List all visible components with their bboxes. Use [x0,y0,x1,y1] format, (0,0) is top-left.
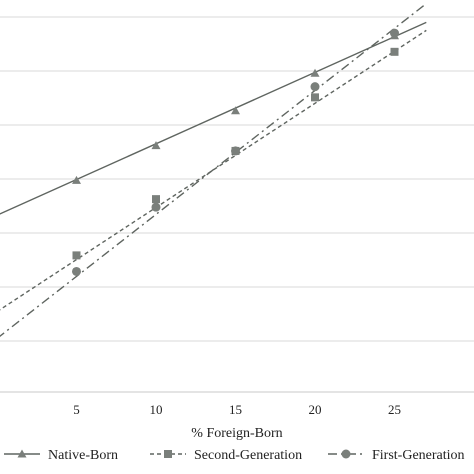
point-circle-0 [72,266,81,276]
point-square-0 [72,251,81,260]
point-square-legend [164,450,172,458]
point-circle-2 [231,146,240,156]
series-first-generation [0,3,427,337]
legend-item: First-Generation [328,448,465,463]
point-circle-1 [151,202,161,212]
x-axis-title: % Foreign-Born [191,426,282,441]
series-line [0,21,427,215]
gridlines [0,16,474,342]
legend-label: Second-Generation [194,448,302,463]
point-triangle-legend [17,449,27,458]
point-square-1 [152,195,160,204]
x-tick-label: 25 [388,402,401,417]
point-triangle-2 [231,106,240,115]
point-circle-3 [310,82,320,92]
series-line [0,29,427,311]
point-circle-4 [390,28,399,38]
legend-label: First-Generation [372,448,465,463]
x-tick-label: 15 [229,402,242,417]
legend: Native-Born Second-Generation First-Genera… [4,448,465,463]
series-line [0,3,427,337]
point-triangle-3 [310,68,320,77]
point-triangle-1 [151,141,161,150]
legend-item: Native-Born [4,448,118,463]
series-second-generation [0,29,427,311]
x-tick-label: 5 [73,402,80,417]
x-tick-label: 10 [150,402,163,417]
series-layer [0,3,427,337]
legend-item: Second-Generation [150,448,302,463]
x-tick-labels: 5 10 15 20 25 [73,402,401,417]
x-tick-label: 20 [309,402,322,417]
series-native-born [0,21,427,215]
point-triangle-0 [72,175,81,184]
point-circle-legend [341,449,351,459]
legend-label: Native-Born [48,448,118,463]
point-square-3 [311,93,319,102]
point-square-4 [390,47,399,56]
